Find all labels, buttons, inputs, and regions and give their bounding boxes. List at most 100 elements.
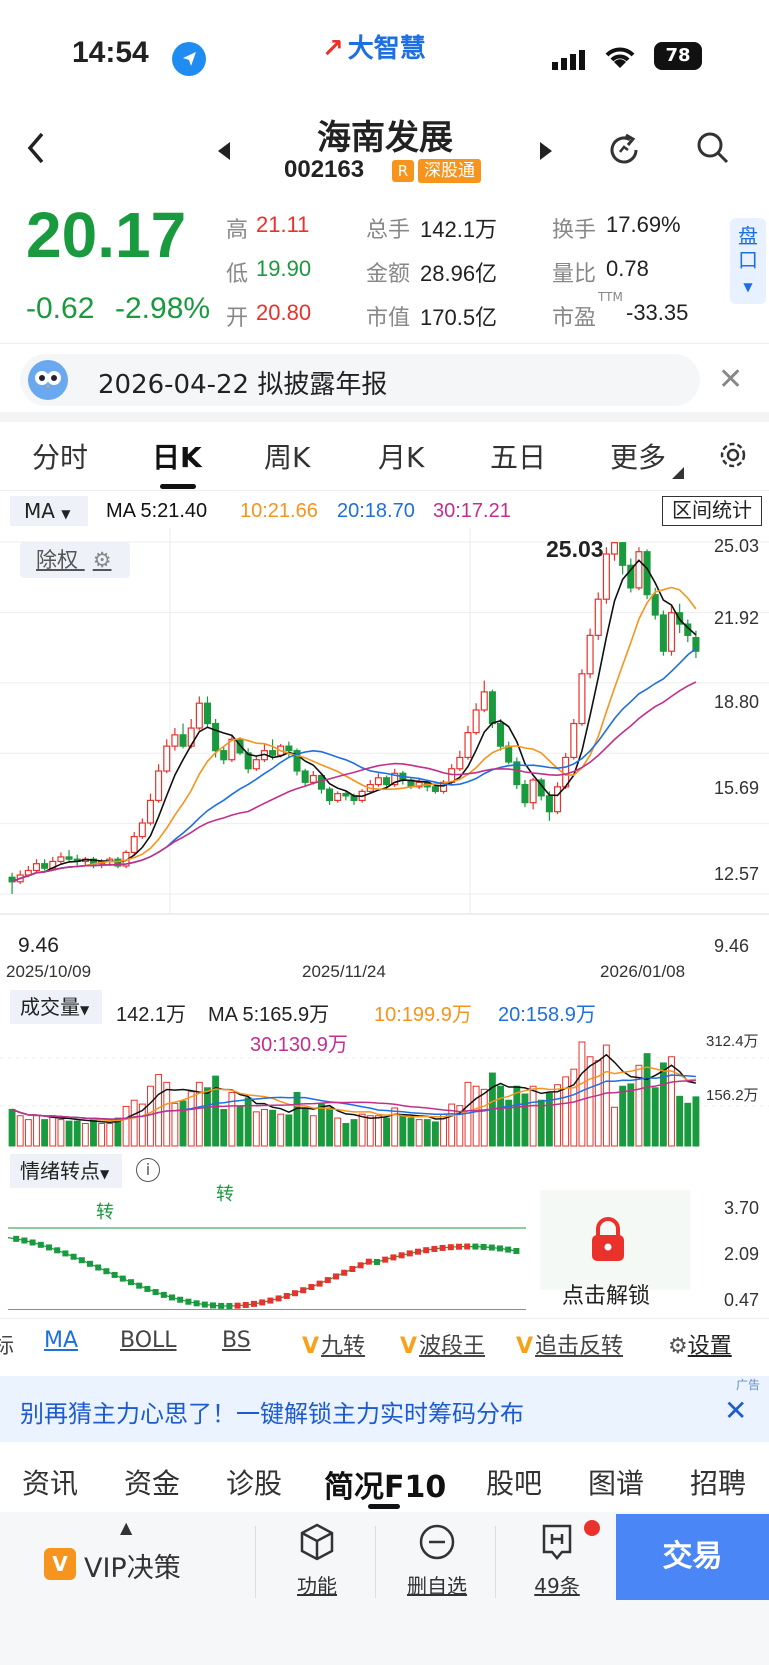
tab-graph[interactable]: 图谱 xyxy=(588,1467,645,1500)
function-button[interactable]: 功能 xyxy=(297,1574,337,1598)
ad-text[interactable]: 别再猜主力心思了！一键解锁主力实时筹码分布 xyxy=(20,1400,524,1428)
tab-weekly-k[interactable]: 周K xyxy=(264,441,311,474)
expand-up-icon[interactable]: ▲ xyxy=(120,1518,133,1537)
volume-bar xyxy=(98,1122,106,1147)
notice-close-icon[interactable]: ✕ xyxy=(718,362,744,397)
tab-daily-k[interactable]: 日K xyxy=(152,441,202,474)
sentiment-marker xyxy=(185,1298,192,1305)
volume-bar xyxy=(659,1062,667,1147)
candle-body xyxy=(220,750,228,761)
sentiment-marker xyxy=(160,1291,167,1298)
back-icon[interactable] xyxy=(22,128,52,172)
indicator-jiuzhuan[interactable]: V九转 xyxy=(302,1328,365,1360)
candle-body xyxy=(57,856,65,863)
ad-banner[interactable] xyxy=(0,1376,769,1442)
indicator-bs[interactable]: BS xyxy=(222,1328,251,1353)
sentiment-marker xyxy=(226,1302,233,1309)
tab-fenshi[interactable]: 分时 xyxy=(32,441,89,474)
low-value: 19.90 xyxy=(256,256,312,281)
indicator-settings[interactable]: ⚙设置 xyxy=(668,1328,732,1360)
candle-body xyxy=(391,772,399,786)
sentiment-axis-label: 2.09 xyxy=(724,1244,760,1264)
volume-bar xyxy=(195,1081,203,1147)
remove-watchlist-button[interactable]: 删自选 xyxy=(407,1574,467,1598)
message-icon[interactable] xyxy=(538,1522,576,1566)
remove-circle-icon[interactable] xyxy=(418,1522,456,1566)
volume-ma10: 10:199.9万 xyxy=(374,1004,472,1026)
tab-jobs[interactable]: 招聘 xyxy=(690,1467,747,1500)
volume-bar xyxy=(431,1121,439,1147)
tab-funds[interactable]: 资金 xyxy=(124,1467,181,1500)
unlock-text[interactable]: 点击解锁 xyxy=(562,1284,651,1309)
candle-body xyxy=(545,795,553,813)
prev-stock-icon[interactable] xyxy=(216,140,232,166)
candle-body xyxy=(179,734,187,747)
sentiment-marker xyxy=(169,1294,175,1301)
chevron-down-icon: ▼ xyxy=(61,507,71,521)
refresh-icon[interactable] xyxy=(604,130,644,174)
tab-news[interactable]: 资讯 xyxy=(22,1467,79,1500)
info-icon[interactable]: i xyxy=(136,1158,160,1182)
indicator-zhuiji[interactable]: V追击反转 xyxy=(516,1328,623,1360)
cube-icon[interactable] xyxy=(298,1522,336,1566)
tab-monthly-k[interactable]: 月K xyxy=(378,441,425,474)
volume-bar xyxy=(692,1096,700,1147)
volume-bar xyxy=(73,1120,81,1147)
lock-icon[interactable] xyxy=(588,1216,628,1266)
indicator-boduanwang[interactable]: V波段王 xyxy=(400,1328,485,1360)
notice-text[interactable]: 2026-04-22 拟披露年报 xyxy=(98,370,388,400)
sentiment-marker xyxy=(234,1302,241,1309)
volume-bar xyxy=(513,1085,521,1147)
search-icon[interactable] xyxy=(695,130,731,170)
sentiment-marker xyxy=(136,1282,143,1289)
sentiment-marker xyxy=(292,1290,298,1297)
volume-bar xyxy=(554,1084,561,1147)
candle-body xyxy=(244,752,252,770)
pankou-toggle[interactable]: 盘口 ▼ xyxy=(730,218,766,304)
tab-more[interactable]: 更多 xyxy=(610,441,667,474)
sentiment-marker xyxy=(324,1277,331,1284)
trade-button[interactable]: 交易 xyxy=(616,1514,769,1600)
next-stock-icon[interactable] xyxy=(538,140,554,166)
vip-decision-button[interactable]: VIP决策 xyxy=(84,1553,181,1584)
tab-forum[interactable]: 股吧 xyxy=(486,1467,543,1500)
sentiment-marker xyxy=(374,1259,380,1266)
notice-bar[interactable] xyxy=(20,354,700,406)
tab-diagnosis[interactable]: 诊股 xyxy=(226,1467,283,1500)
volume-bar xyxy=(236,1105,244,1147)
volume-bar xyxy=(49,1115,57,1147)
sentiment-marker xyxy=(431,1245,438,1252)
ma-selector[interactable]: MA ▼ xyxy=(10,496,88,526)
volume-bar xyxy=(269,1109,277,1147)
volume-selector[interactable]: 成交量▼ xyxy=(10,990,102,1024)
volume-bar xyxy=(228,1091,236,1147)
sentiment-marker xyxy=(275,1295,282,1302)
chuquan-toggle[interactable]: 除权 ⚙ xyxy=(20,542,130,578)
sentiment-marker xyxy=(103,1268,110,1275)
open-label: 开 xyxy=(226,306,249,331)
sentiment-selector[interactable]: 情绪转点▼ xyxy=(10,1154,122,1188)
volume-bar xyxy=(529,1085,537,1147)
low-price-marker: 9.46 xyxy=(18,934,59,957)
candle-body xyxy=(619,542,627,566)
messages-button[interactable]: 49条 xyxy=(534,1574,580,1598)
vip-flag-icon: V xyxy=(516,1334,534,1359)
range-stats-button[interactable]: 区间统计 xyxy=(662,496,762,526)
indicator-boll[interactable]: BOLL xyxy=(120,1328,177,1353)
sentiment-axis-label: 3.70 xyxy=(724,1198,760,1218)
volume-bar xyxy=(33,1115,40,1147)
date-axis-label: 2025/10/09 xyxy=(6,962,92,981)
volume-bar xyxy=(415,1119,423,1147)
tab-five-day[interactable]: 五日 xyxy=(490,441,547,474)
gear-icon[interactable] xyxy=(718,440,748,474)
volume-bar xyxy=(24,1119,32,1147)
ad-close-icon[interactable]: ✕ xyxy=(724,1394,748,1427)
indicator-ma[interactable]: MA xyxy=(44,1328,79,1353)
kline-chart[interactable] xyxy=(0,528,769,988)
tab-f10[interactable]: 简况F10 xyxy=(324,1470,447,1505)
pe-label: 市盈 xyxy=(552,306,597,331)
indicator-item[interactable]: 标 xyxy=(0,1334,15,1359)
sentiment-marker xyxy=(251,1300,257,1307)
ma-selector-label: MA xyxy=(24,499,55,523)
sentiment-marker xyxy=(464,1243,471,1250)
